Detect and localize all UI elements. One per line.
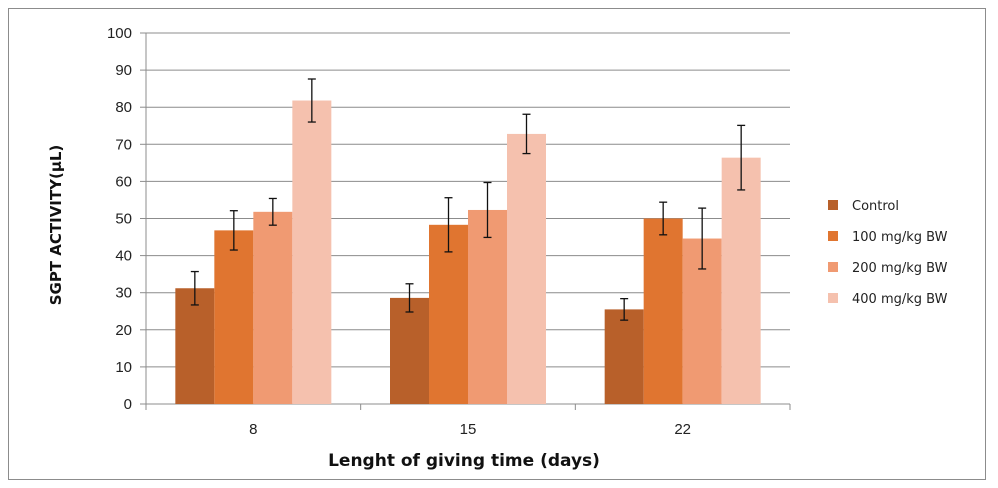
x-tick-label: 8 [249,421,257,438]
bar [429,224,468,404]
bar [468,209,507,404]
bar [214,230,254,404]
sgpt-bar-chart: 0 10 20 30 40 50 60 70 80 90 100 8 15 22 Lenght of gi… [47,25,948,471]
legend-label: 200 mg/kg BW [852,261,948,276]
y-tick-label: 0 [124,396,132,413]
legend-label: Control [852,199,899,214]
y-tick-label: 60 [115,173,132,190]
legend-label: 100 mg/kg BW [852,230,948,245]
bar [175,288,215,404]
bar [390,297,429,404]
bar [643,218,683,404]
chart-frame: 0 10 20 30 40 50 60 70 80 90 100 8 15 22 Lenght of gi… [8,8,986,480]
y-tick-label: 30 [115,285,132,302]
y-tick-label: 80 [115,99,132,116]
x-tick-label: 15 [460,421,477,438]
legend-swatch [828,262,838,272]
y-tick-label: 10 [115,359,132,376]
legend-swatch [828,293,838,303]
y-tick-label: 50 [115,211,132,228]
y-tick-label: 70 [115,136,132,153]
bar [507,133,546,405]
legend-label: 400 mg/kg BW [852,292,948,307]
x-axis-title: Lenght of giving time (days) [328,451,600,471]
bar [292,100,332,404]
bar [253,211,293,404]
y-tick-label: 20 [115,322,132,339]
bar [721,157,761,404]
tick-labels: 0 10 20 30 40 50 60 70 80 90 100 8 15 22 [107,25,691,438]
legend-swatch [828,231,838,241]
y-tick-label: 40 [115,248,132,265]
y-axis-title: SGPT ACTIVITY(µL) [47,145,65,306]
error-bars [190,78,746,321]
x-tick-label: 22 [674,421,691,438]
legend-swatch [828,200,838,210]
bars [175,100,761,405]
bar [604,309,644,404]
y-tick-label: 100 [107,25,132,42]
y-tick-label: 90 [115,62,132,79]
legend: Control 100 mg/kg BW 200 mg/kg BW 400 mg/kg… [828,199,948,307]
